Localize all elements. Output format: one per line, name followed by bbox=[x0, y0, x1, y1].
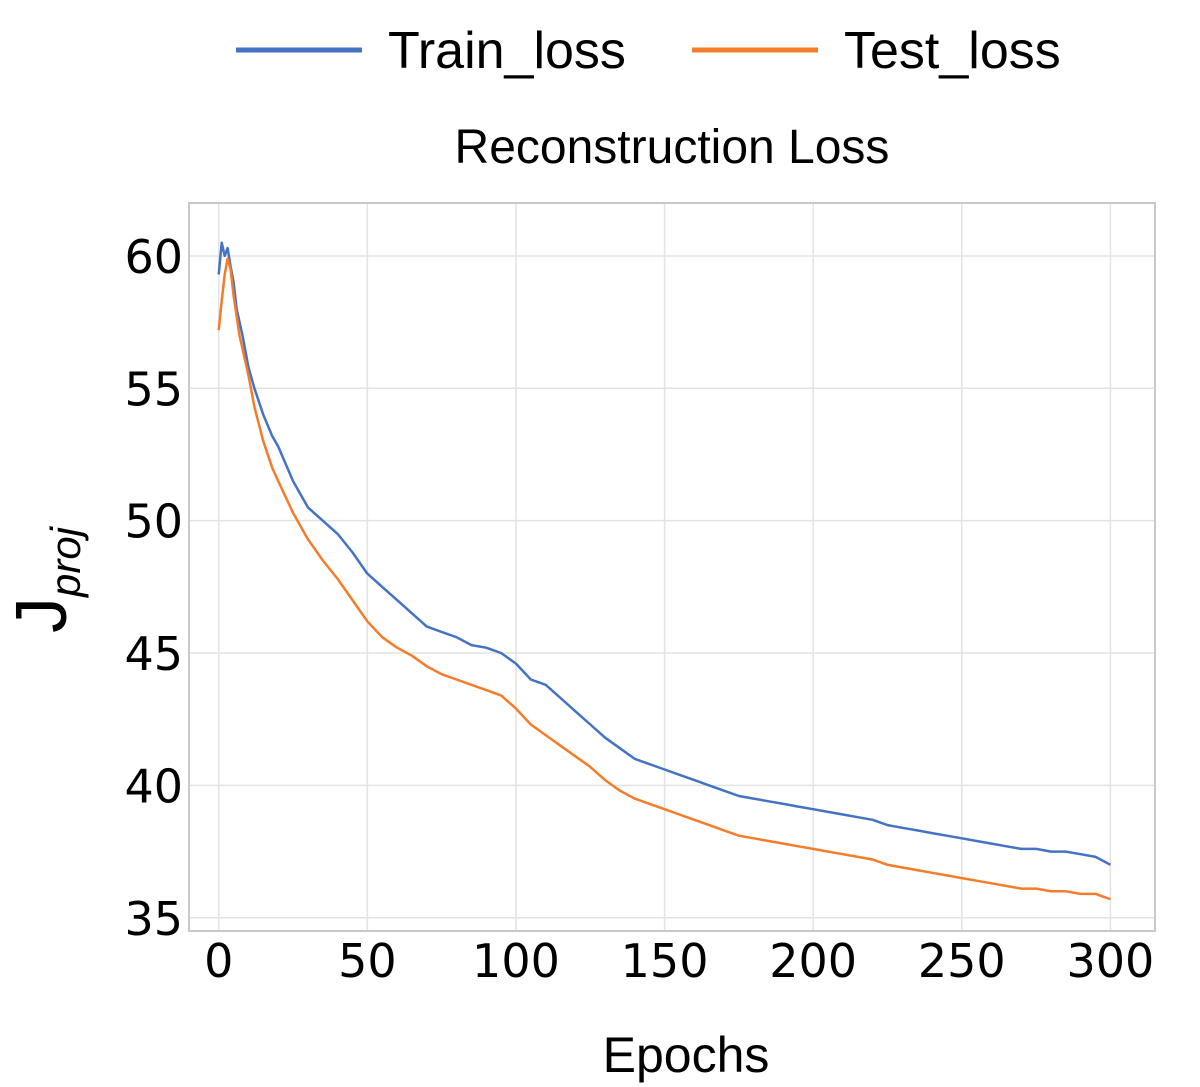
y-axis-label-subscript: proj bbox=[42, 525, 89, 599]
grid bbox=[189, 203, 1155, 931]
y-tick-label: 50 bbox=[124, 495, 183, 549]
y-tick-label: 45 bbox=[124, 627, 183, 681]
series-line-test-loss bbox=[217, 257, 1111, 901]
svg-text:Jproj: Jproj bbox=[2, 525, 89, 633]
x-tick-label: 300 bbox=[1067, 934, 1155, 988]
y-axis-label-main: J bbox=[2, 597, 82, 633]
x-tick-label: 0 bbox=[204, 934, 233, 988]
y-axis-ticks: 35 40 45 50 55 60 bbox=[124, 230, 183, 946]
y-tick-label: 55 bbox=[124, 362, 183, 416]
y-tick-label: 35 bbox=[124, 892, 183, 946]
legend: Train_loss Test_loss bbox=[236, 22, 1061, 80]
chart-title: Reconstruction Loss bbox=[455, 121, 890, 174]
legend-label-test: Test_loss bbox=[844, 22, 1061, 80]
x-tick-label: 250 bbox=[918, 934, 1006, 988]
x-tick-label: 200 bbox=[769, 934, 857, 988]
x-axis-label: Epochs bbox=[603, 1027, 770, 1083]
x-tick-label: 150 bbox=[621, 934, 709, 988]
series-line-train-loss bbox=[217, 241, 1111, 866]
y-tick-label: 60 bbox=[124, 230, 183, 284]
y-tick-label: 40 bbox=[124, 759, 183, 813]
series-lines bbox=[217, 241, 1111, 901]
x-axis-ticks: 0 50 100 150 200 250 300 bbox=[204, 934, 1154, 988]
x-tick-label: 100 bbox=[472, 934, 560, 988]
legend-label-train: Train_loss bbox=[388, 22, 626, 80]
x-tick-label: 50 bbox=[338, 934, 397, 988]
y-axis-label: Jproj bbox=[2, 525, 89, 633]
plot-frame bbox=[188, 202, 1156, 932]
